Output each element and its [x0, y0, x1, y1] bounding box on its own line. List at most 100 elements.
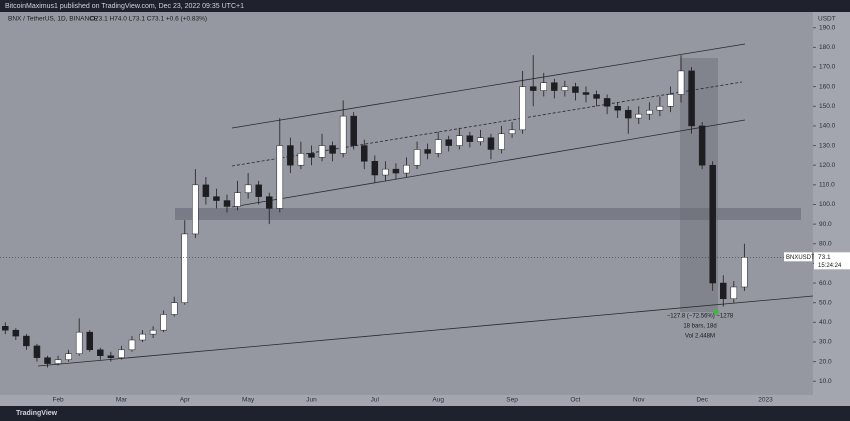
candle-body — [593, 94, 600, 99]
price-symbol: BNXUSDT — [786, 255, 815, 261]
y-tick-label: 20.0 — [819, 358, 832, 365]
candle-body — [192, 184, 199, 235]
candle-body — [23, 335, 30, 347]
candle-body — [160, 314, 167, 331]
candle-body — [33, 345, 41, 358]
y-tick-label: 140.0 — [819, 123, 836, 130]
candle-body — [561, 86, 569, 91]
candle-body — [688, 70, 695, 127]
candle-body — [287, 145, 294, 166]
candle-body — [202, 184, 210, 197]
x-tick-label: Sep — [506, 397, 518, 404]
x-tick-label: Oct — [570, 397, 580, 404]
published: BitcoinMaximus1 published on TradingView… — [5, 3, 244, 10]
candle-body — [519, 86, 526, 131]
candle-body — [213, 196, 220, 201]
x-tick-label: 2023 — [758, 397, 773, 404]
candle-body — [709, 164, 716, 284]
y-tick-label: 100.0 — [819, 201, 836, 208]
y-tick-label: 60.0 — [819, 280, 832, 287]
candle-body — [339, 115, 347, 154]
candle-body — [181, 233, 189, 303]
channel-mid — [231, 81, 743, 167]
candle-body — [392, 168, 400, 174]
candle-body — [635, 113, 643, 119]
measure-point — [713, 309, 719, 315]
support-line — [37, 295, 814, 367]
candle-body — [318, 145, 326, 158]
candle-body — [487, 137, 495, 150]
candle-body — [244, 184, 252, 193]
candle-body — [572, 86, 579, 93]
candle-body — [614, 106, 621, 111]
candle-body — [297, 153, 305, 166]
candle-body — [139, 333, 146, 341]
x-tick-label: Jul — [371, 397, 380, 404]
x-tick-label: Aug — [432, 397, 444, 404]
candle-body — [403, 164, 410, 174]
y-tick-label: 40.0 — [819, 319, 832, 326]
candle-body — [329, 145, 336, 154]
candle-body — [382, 168, 389, 176]
measure-volume: Vol 2.448M — [685, 334, 715, 340]
channel-bottom — [231, 119, 746, 208]
candle-body — [86, 331, 93, 351]
y-tick-label: 180.0 — [819, 44, 836, 51]
price-value-bg — [814, 252, 850, 270]
candle-body — [361, 145, 368, 162]
y-tick-label: 50.0 — [819, 299, 832, 306]
candle-body — [434, 139, 442, 154]
x-tick-label: Feb — [52, 397, 64, 404]
brand: TradingView — [16, 410, 58, 417]
x-tick-label: Dec — [696, 397, 708, 404]
ohlc: O73.1 H74.0 L73.1 C73.1 +0.6 (+0.83%) — [90, 16, 207, 23]
price-tag-bg — [784, 252, 812, 262]
measure-bars: 18 bars, 18d — [683, 324, 716, 330]
candle-body — [508, 129, 516, 135]
plot-area — [0, 12, 813, 395]
candle-body — [667, 94, 674, 107]
candle-body — [730, 286, 738, 300]
axis-title: USDT — [818, 16, 836, 23]
marks — [2, 55, 748, 368]
candle-body — [540, 82, 548, 91]
candle-body — [350, 115, 357, 146]
x-tick-label: Jun — [306, 397, 317, 404]
candle-body — [128, 339, 136, 351]
candle-body — [223, 200, 231, 207]
y-tick-label: 120.0 — [819, 162, 836, 169]
x-tick-label: May — [242, 397, 255, 404]
y-tick-label: 160.0 — [819, 83, 836, 90]
x-tick-label: Apr — [180, 397, 191, 404]
candle-body — [413, 149, 421, 166]
x-tick-label: Mar — [116, 397, 128, 404]
candle-body — [603, 98, 611, 107]
time-axis — [0, 395, 850, 406]
candle-body — [456, 135, 463, 146]
candle-body — [308, 153, 315, 158]
x-tick-label: Nov — [633, 397, 645, 404]
candle-body — [677, 70, 685, 95]
candle-body — [54, 359, 62, 364]
candle-body — [582, 92, 590, 95]
candle-body — [44, 357, 51, 364]
candle-body — [234, 192, 241, 207]
candle-body — [65, 353, 72, 360]
y-tick-label: 170.0 — [819, 64, 836, 71]
candle-body — [107, 355, 115, 358]
candle-body — [118, 349, 125, 358]
price-countdown: 15:24:24 — [818, 263, 842, 269]
candle-body — [2, 326, 9, 331]
candle-body — [276, 145, 284, 209]
candle-body — [498, 133, 505, 150]
y-tick-label: 130.0 — [819, 142, 836, 149]
y-tick-label: 110.0 — [819, 182, 835, 189]
candle-body — [424, 149, 431, 154]
candle-body — [529, 86, 537, 91]
candle-body — [170, 302, 178, 315]
candle-body — [466, 135, 474, 142]
price-axis — [813, 12, 850, 395]
support-zone — [175, 208, 801, 220]
candle-body — [445, 139, 452, 146]
